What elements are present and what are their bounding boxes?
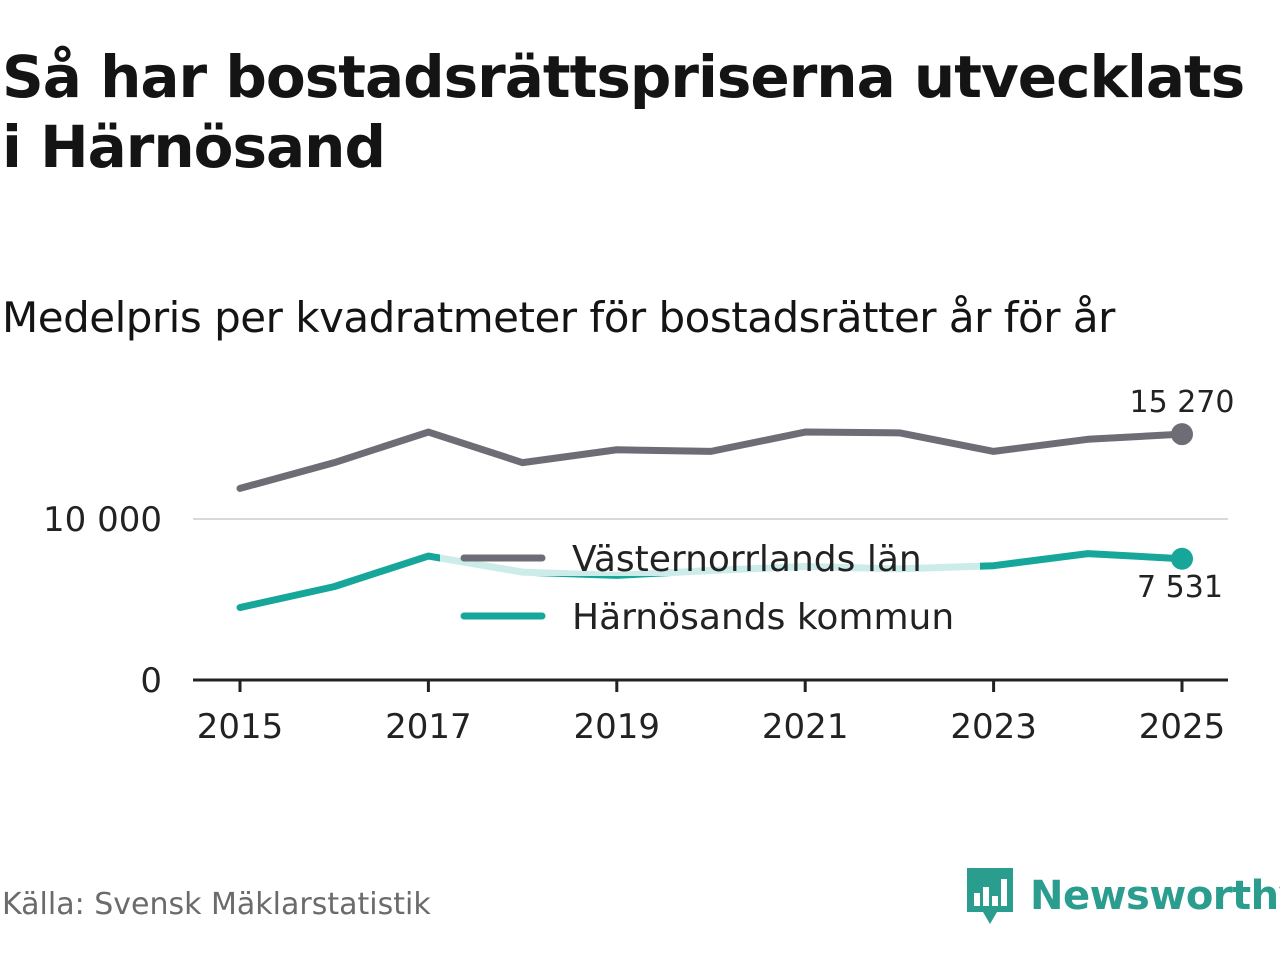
series-line-0 [236,428,1186,492]
source-note: Källa: Svensk Mäklarstatistik [2,887,431,922]
legend-background [440,532,980,576]
line-chart: 0 10 000 2015 2017 2019 2021 2023 2025 Västerno… [43,385,1235,747]
y-tick-label-10000: 10 000 [43,500,162,540]
legend-label-1: Härnösands kommun [572,597,954,638]
x-tick-label-2019: 2019 [574,707,661,747]
end-labels: 15 270 7 531 [1130,385,1235,605]
series-end-point-0 [1171,423,1193,446]
x-tick-label-2021: 2021 [762,707,849,747]
end-label-0: 15 270 [1130,385,1235,420]
end-label-1: 7 531 [1137,570,1223,605]
newsworthy-logo-icon [967,868,1013,924]
chart-subtitle: Medelpris per kvadratmeter för bostadsrä… [2,293,1115,342]
brand: Newsworthy [964,864,1280,928]
x-tick-label-2023: 2023 [950,707,1037,747]
x-tick-label-2015: 2015 [197,707,284,747]
chart-title: Så har bostadsrättspriserna utvecklats i… [2,43,1245,181]
x-tick-label-2025: 2025 [1139,707,1226,747]
y-tick-label-0: 0 [140,661,162,701]
series-end-point-1 [1171,547,1193,570]
legend: Västernorrlands län Härnösands kommun [440,532,980,638]
legend-label-0: Västernorrlands län [572,539,922,580]
x-tick-label-2017: 2017 [385,707,472,747]
brand-name: Newsworthy [1030,873,1280,919]
axes: 0 10 000 2015 2017 2019 2021 2023 2025 [43,500,1228,747]
